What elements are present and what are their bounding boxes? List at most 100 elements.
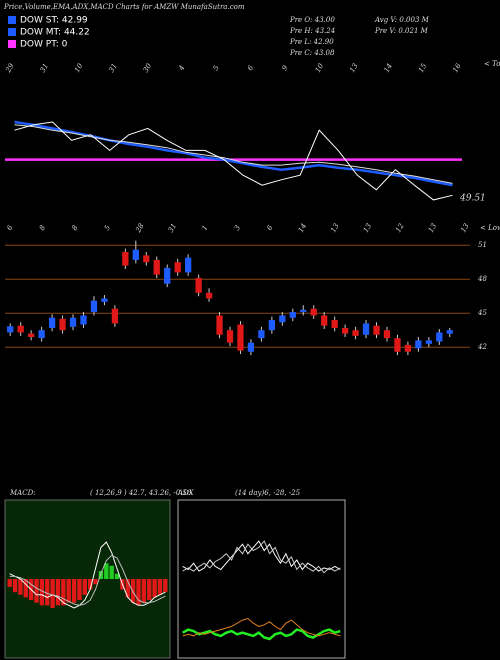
histogram-bar bbox=[66, 579, 71, 603]
candle bbox=[446, 330, 453, 334]
date-label: 8 bbox=[38, 224, 47, 232]
date-label: 3 bbox=[233, 224, 242, 232]
candle bbox=[226, 330, 234, 343]
candle bbox=[258, 330, 265, 339]
candle bbox=[153, 259, 160, 275]
candle bbox=[415, 340, 422, 349]
legend-swatch bbox=[8, 28, 16, 36]
legend-swatch bbox=[8, 40, 16, 48]
candle bbox=[80, 315, 87, 325]
date-label: 16 bbox=[451, 62, 463, 74]
candle bbox=[48, 317, 56, 328]
date-label: 31 bbox=[107, 62, 118, 74]
legend-swatch bbox=[8, 16, 16, 24]
candle bbox=[321, 315, 328, 326]
candle bbox=[205, 292, 213, 299]
series-line bbox=[9, 554, 166, 606]
histogram-bar bbox=[141, 579, 147, 603]
series-line bbox=[14, 120, 453, 187]
series-line bbox=[182, 628, 341, 641]
annotation: < Lows bbox=[480, 224, 500, 232]
panel-params: ( 12,26,9 ) 42.7, 43.26, -0.56 bbox=[90, 489, 192, 497]
date-label: 9 bbox=[280, 64, 289, 72]
histogram-bar bbox=[34, 579, 39, 603]
candle bbox=[425, 340, 432, 344]
y-tick-label: 45 bbox=[477, 309, 487, 317]
candle bbox=[17, 325, 24, 333]
histogram-bar bbox=[93, 579, 98, 585]
candle bbox=[101, 298, 108, 302]
candle bbox=[237, 324, 244, 351]
histogram-bar bbox=[12, 579, 18, 593]
histogram-bar bbox=[114, 573, 120, 579]
date-label: 5 bbox=[212, 64, 221, 72]
candle bbox=[362, 323, 370, 335]
date-label: 31 bbox=[167, 222, 178, 234]
histogram-bar bbox=[152, 579, 157, 598]
histogram-bar bbox=[109, 565, 114, 579]
stat: Pre L: 42.90 bbox=[289, 38, 334, 46]
date-label: 31 bbox=[39, 62, 50, 74]
candle bbox=[111, 308, 119, 324]
histogram-bar bbox=[130, 579, 136, 603]
candle bbox=[289, 312, 296, 318]
date-label: 4 bbox=[177, 64, 187, 73]
date-label: 12 bbox=[394, 222, 406, 234]
series-line bbox=[14, 121, 453, 201]
candle bbox=[132, 249, 139, 260]
stat: Avg V: 0.003 M bbox=[374, 16, 430, 24]
y-tick-label: 51 bbox=[478, 241, 487, 249]
candle bbox=[122, 252, 129, 266]
histogram-bar bbox=[61, 579, 66, 606]
legend-label: DOW ST: 42.99 bbox=[20, 16, 88, 26]
legend-label: DOW MT: 44.22 bbox=[20, 28, 90, 38]
annotation: < Tops bbox=[484, 60, 500, 68]
histogram-bar bbox=[147, 579, 152, 601]
stat: Pre H: 43.24 bbox=[289, 27, 335, 35]
candle bbox=[310, 308, 317, 316]
histogram-bar bbox=[39, 579, 45, 606]
date-label: 13 bbox=[362, 222, 374, 234]
date-label: 5 bbox=[103, 224, 112, 232]
panel-title: MACD: bbox=[9, 489, 36, 497]
candle bbox=[69, 317, 77, 327]
candle bbox=[143, 255, 150, 263]
candle bbox=[373, 325, 380, 335]
stat: Pre O: 43.00 bbox=[289, 16, 335, 24]
histogram-bar bbox=[50, 579, 55, 608]
histogram-bar bbox=[23, 579, 28, 598]
histogram-bar bbox=[136, 579, 141, 606]
candle bbox=[59, 318, 66, 331]
candle bbox=[331, 320, 338, 328]
candle bbox=[38, 330, 45, 339]
histogram-bar bbox=[157, 579, 163, 595]
candle bbox=[216, 315, 223, 335]
candle bbox=[195, 278, 202, 293]
chart-title: Price,Volume,EMA,ADX,MACD Charts for AMZ… bbox=[3, 3, 245, 11]
histogram-bar bbox=[71, 579, 77, 603]
date-label: 13 bbox=[329, 222, 341, 234]
candle bbox=[164, 267, 171, 284]
candle bbox=[300, 309, 307, 313]
histogram-bar bbox=[55, 579, 61, 606]
series-line bbox=[182, 540, 341, 572]
series-line bbox=[182, 540, 341, 574]
candle bbox=[28, 333, 35, 337]
candle bbox=[174, 262, 181, 273]
histogram-bar bbox=[163, 579, 168, 593]
date-label: 15 bbox=[417, 62, 429, 74]
date-label: 10 bbox=[314, 62, 326, 74]
histogram-bar bbox=[82, 579, 87, 595]
panel-params: (14 day)6, -28, -25 bbox=[235, 489, 301, 497]
legend-label: DOW PT: 0 bbox=[20, 40, 68, 50]
date-label: 13 bbox=[348, 62, 360, 74]
histogram-bar bbox=[104, 563, 109, 579]
stat: Pre V: 0.021 M bbox=[374, 27, 429, 35]
candle bbox=[352, 330, 359, 336]
date-label: 14 bbox=[297, 222, 308, 234]
candle bbox=[268, 320, 275, 331]
histogram-bar bbox=[125, 579, 130, 598]
date-label: 10 bbox=[73, 62, 85, 74]
